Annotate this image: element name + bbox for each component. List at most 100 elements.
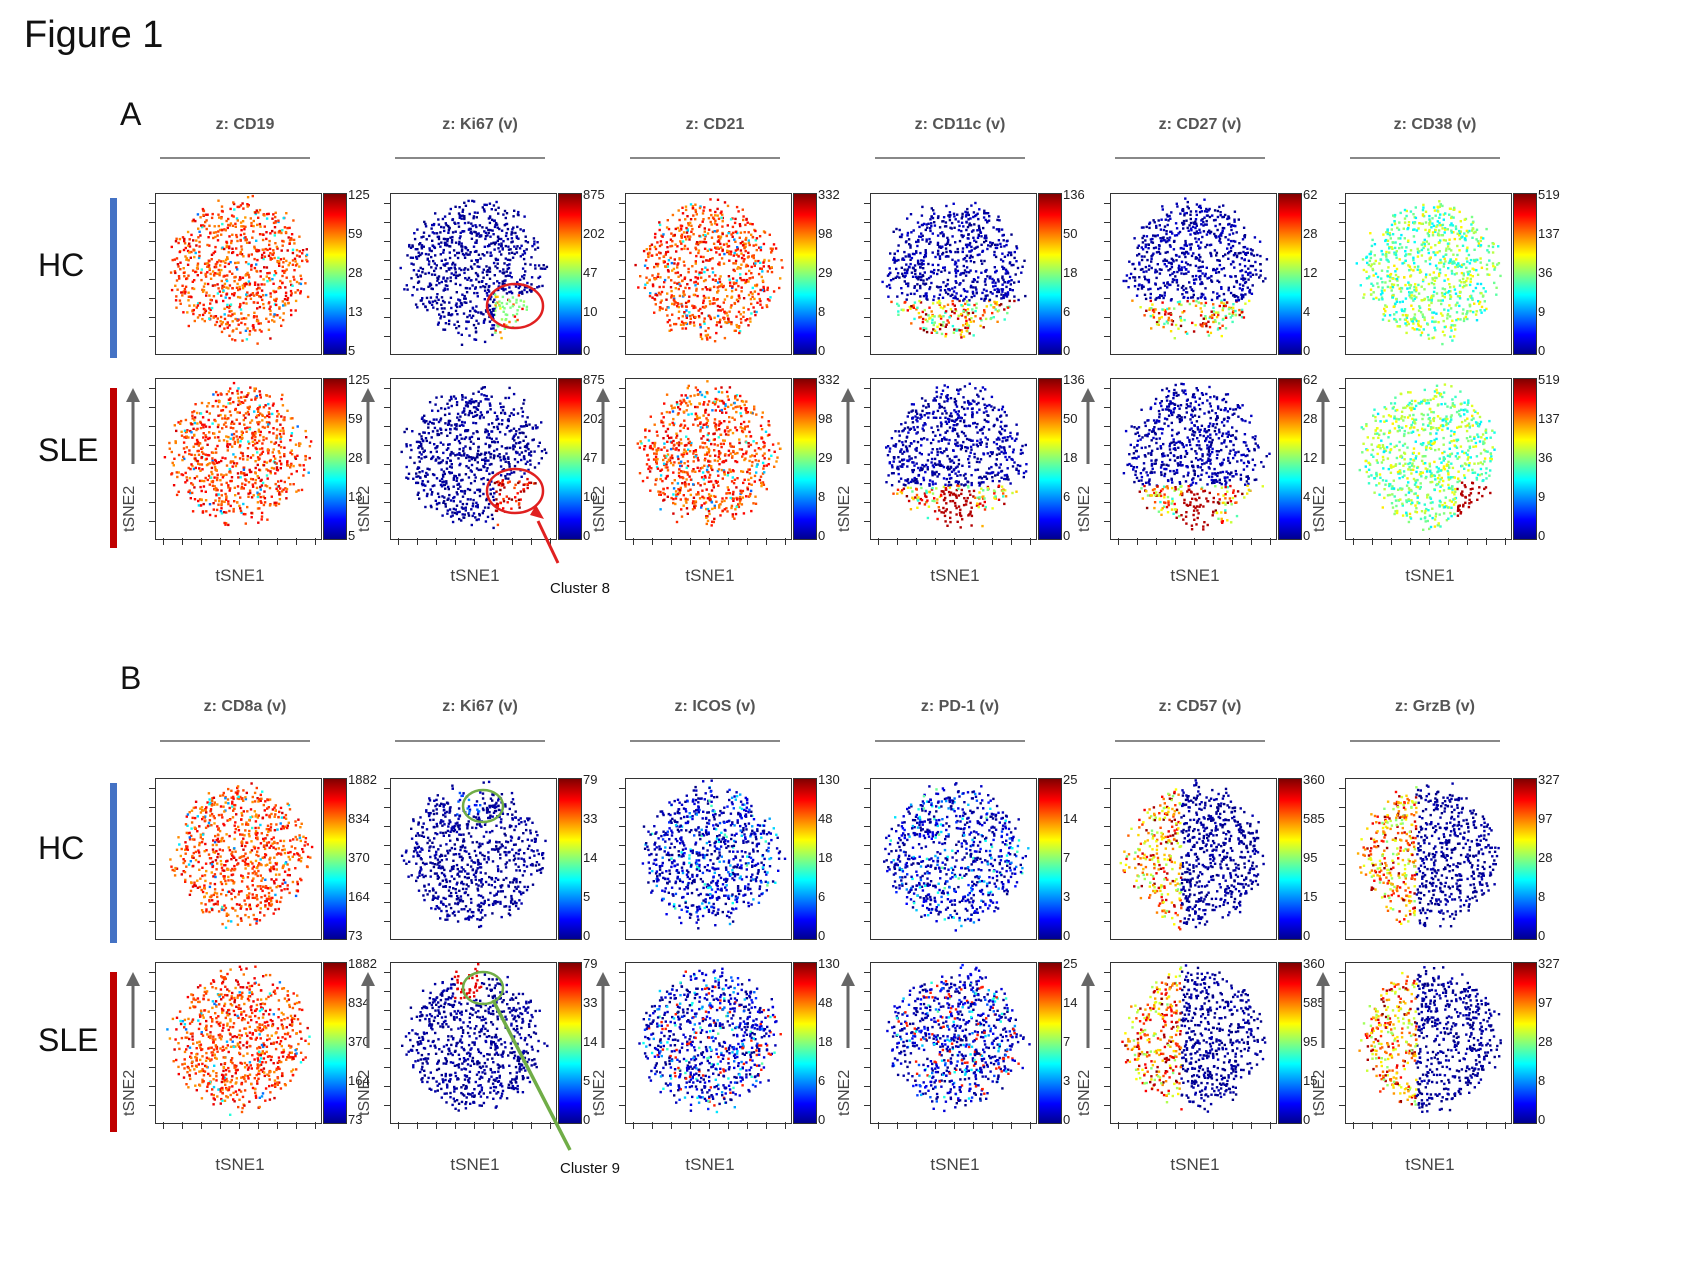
- axis-tick: [277, 1122, 278, 1129]
- colorbar-tick-label: 7: [1063, 850, 1071, 865]
- axis-tick: [201, 1122, 202, 1129]
- axis-tick: [619, 317, 625, 318]
- colorbar-tick-label: 18: [1063, 265, 1078, 280]
- colorbar-tick-label: 28: [1303, 226, 1318, 241]
- axis-tick: [1011, 1122, 1012, 1129]
- axis-tick: [1410, 538, 1411, 545]
- axis-tick: [149, 336, 155, 337]
- axis-tick: [384, 807, 390, 808]
- cluster-9-label: Cluster 9: [560, 1160, 621, 1177]
- colorbar-tick-label: 62: [1303, 372, 1318, 387]
- axis-tick: [1339, 483, 1345, 484]
- colorbar-tick-label: 25: [1063, 956, 1078, 971]
- axis-tick: [474, 1122, 475, 1129]
- axis-tick: [619, 902, 625, 903]
- axis-tick: [220, 538, 221, 545]
- axis-tick: [671, 538, 672, 545]
- y-axis-label: tSNE2: [356, 1069, 373, 1116]
- colorbar-tick-label: 15: [1303, 889, 1318, 904]
- colorbar-tick-label: 59: [348, 411, 363, 426]
- y-axis-arrow: [593, 386, 613, 466]
- axis-tick: [864, 1067, 870, 1068]
- axis-tick: [864, 972, 870, 973]
- y-axis-arrow: [593, 970, 613, 1050]
- axis-tick: [384, 317, 390, 318]
- y-axis-arrow: [358, 970, 378, 1050]
- title-underline: [1350, 740, 1500, 742]
- axis-tick: [384, 483, 390, 484]
- colorbar-tick-label: 0: [1303, 928, 1311, 943]
- axis-tick: [1391, 538, 1392, 545]
- axis-tick: [384, 845, 390, 846]
- axis-tick: [149, 426, 155, 427]
- axis-tick: [149, 317, 155, 318]
- axis-tick: [1410, 1122, 1411, 1129]
- axis-tick: [1104, 203, 1110, 204]
- axis-tick: [864, 502, 870, 503]
- axis-tick: [163, 1122, 164, 1129]
- colorbar-tick-label: 3: [1063, 1073, 1071, 1088]
- axis-tick: [1353, 1122, 1354, 1129]
- axis-tick: [992, 538, 993, 545]
- axis-tick: [633, 538, 634, 545]
- axis-tick: [149, 222, 155, 223]
- marker-title: z: ICOS (v): [674, 698, 756, 715]
- axis-tick: [864, 1086, 870, 1087]
- axis-tick: [619, 426, 625, 427]
- tsne-scatter: [1122, 197, 1269, 340]
- axis-tick: [1339, 241, 1345, 242]
- axis-tick: [1104, 298, 1110, 299]
- axis-tick: [1104, 260, 1110, 261]
- group-bar-sle: [110, 972, 117, 1132]
- colorbar-tick-label: 519: [1538, 372, 1560, 387]
- axis-tick: [1104, 336, 1110, 337]
- axis-tick: [1104, 1048, 1110, 1049]
- axis-tick: [766, 1122, 767, 1129]
- axis-tick: [149, 502, 155, 503]
- axis-tick: [493, 1122, 494, 1129]
- marker-title: z: GrzB (v): [1395, 698, 1475, 715]
- colorbar-tick-label: 585: [1303, 995, 1325, 1010]
- axis-tick: [384, 864, 390, 865]
- tsne-plot-sle: [390, 962, 557, 1124]
- axis-tick: [1213, 538, 1214, 545]
- axis-tick: [384, 972, 390, 973]
- axis-tick: [864, 921, 870, 922]
- axis-tick: [1339, 1010, 1345, 1011]
- colorbar-tick-label: 0: [818, 1112, 826, 1127]
- colorbar-tick-label: 0: [818, 343, 826, 358]
- x-axis-label: tSNE1: [685, 1155, 735, 1174]
- colorbar-tick-label: 9: [1538, 304, 1546, 319]
- marker-title: z: CD8a (v): [203, 698, 287, 715]
- axis-tick: [384, 788, 390, 789]
- axis-tick: [1486, 1122, 1487, 1129]
- axis-tick: [550, 1122, 551, 1129]
- axis-tick: [619, 883, 625, 884]
- colorbar: [1038, 778, 1062, 940]
- axis-tick: [1175, 1122, 1176, 1129]
- axis-tick: [1104, 826, 1110, 827]
- tsne-plot-hc: [1345, 193, 1512, 355]
- colorbar-tick-label: 875: [583, 187, 605, 202]
- colorbar-tick-label: 25: [1063, 772, 1078, 787]
- colorbar-tick-label: 136: [1063, 187, 1085, 202]
- tsne-plot-sle: [625, 962, 792, 1124]
- colorbar-tick-label: 0: [583, 1112, 591, 1127]
- x-axis-label: tSNE1: [1170, 1155, 1220, 1174]
- tsne-plot-sle: [390, 378, 557, 540]
- colorbar-tick-label: 164: [348, 1073, 370, 1088]
- marker-title: z: CD38 (v): [1393, 116, 1477, 133]
- colorbar: [793, 193, 817, 355]
- axis-tick: [384, 991, 390, 992]
- axis-tick: [916, 1122, 917, 1129]
- axis-tick: [149, 991, 155, 992]
- tsne-plot-hc: [1345, 778, 1512, 940]
- x-axis-label: tSNE1: [1405, 566, 1455, 585]
- axis-tick: [149, 807, 155, 808]
- colorbar-tick-label: 28: [1538, 850, 1553, 865]
- figure-title: Figure 1: [24, 14, 164, 56]
- x-axis-label: tSNE1: [450, 566, 500, 585]
- tsne-scatter: [166, 965, 311, 1116]
- axis-tick: [493, 538, 494, 545]
- title-underline: [875, 740, 1025, 742]
